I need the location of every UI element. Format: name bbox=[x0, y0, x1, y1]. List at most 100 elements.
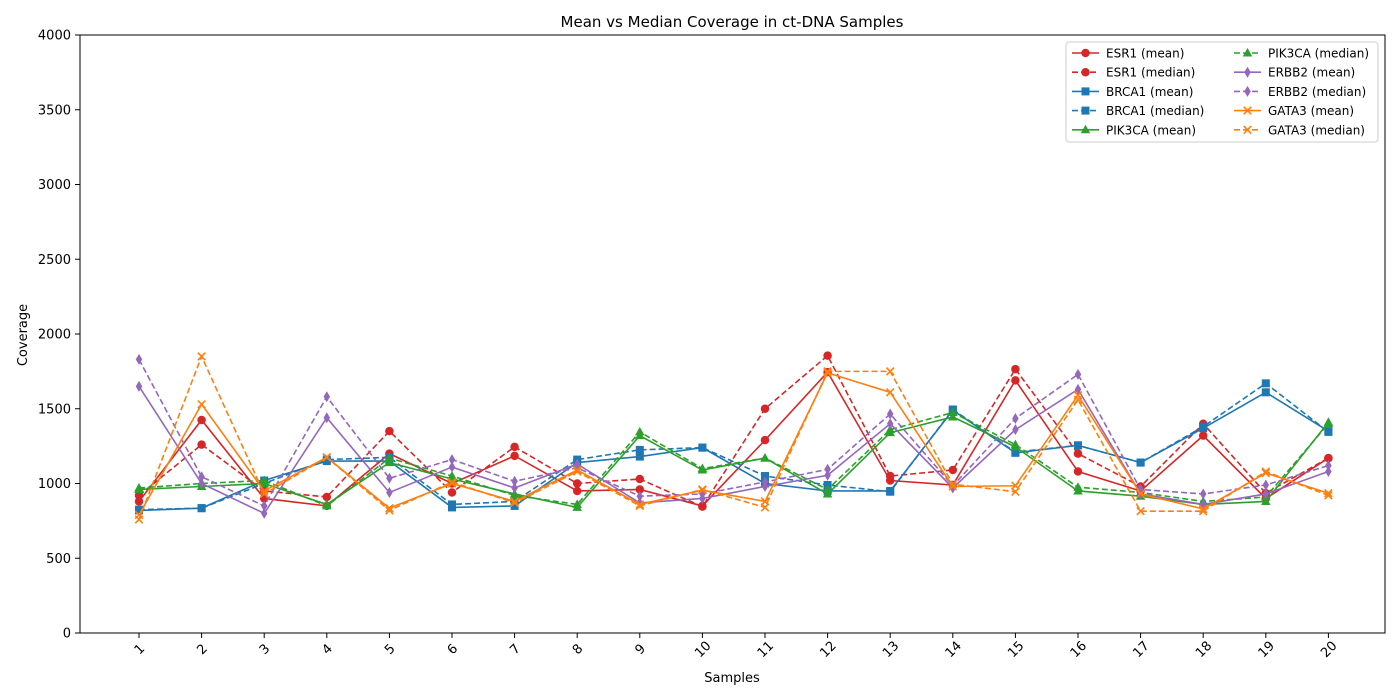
y-tick-label: 4000 bbox=[38, 29, 71, 44]
data-point bbox=[260, 507, 268, 519]
series-line bbox=[138, 371, 1329, 516]
data-point bbox=[1324, 491, 1333, 500]
data-point bbox=[323, 391, 331, 403]
data-point bbox=[1325, 460, 1332, 472]
legend-marker bbox=[1243, 125, 1252, 135]
y-tick-label: 1000 bbox=[38, 477, 71, 492]
legend-marker bbox=[1243, 106, 1252, 115]
data-point bbox=[259, 475, 269, 485]
data-point bbox=[635, 445, 644, 454]
data-point bbox=[323, 412, 331, 424]
legend-label: PIK3CA (mean) bbox=[1106, 123, 1196, 137]
data-point bbox=[1198, 431, 1208, 440]
legend-entry: BRCA1 (median) bbox=[1072, 104, 1204, 118]
data-point bbox=[385, 503, 394, 513]
series-layer bbox=[134, 351, 1334, 524]
data-point bbox=[948, 407, 958, 416]
data-point bbox=[635, 485, 645, 494]
data-point bbox=[322, 453, 332, 462]
data-point bbox=[636, 490, 644, 502]
data-point bbox=[1011, 364, 1020, 374]
data-point bbox=[824, 463, 831, 475]
legend-entry: ESR1 (mean) bbox=[1072, 47, 1184, 61]
data-point bbox=[1012, 412, 1019, 424]
y-axis-ticks: 0 500 1000 1500 2000 2500 3000 3500 4000 bbox=[38, 29, 80, 642]
data-point bbox=[948, 465, 958, 475]
data-point bbox=[1073, 395, 1083, 405]
data-point bbox=[886, 487, 895, 496]
data-point bbox=[948, 411, 958, 421]
data-point bbox=[384, 453, 395, 462]
data-point bbox=[698, 443, 707, 452]
y-tick-label: 2000 bbox=[38, 328, 71, 343]
data-point bbox=[322, 455, 331, 464]
data-point bbox=[1199, 488, 1207, 500]
legend-entry: PIK3CA (mean) bbox=[1072, 123, 1196, 137]
data-point bbox=[760, 435, 770, 445]
legend-label: ERBB2 (median) bbox=[1268, 85, 1366, 99]
legend-marker bbox=[1244, 85, 1251, 97]
data-point bbox=[635, 452, 644, 461]
data-point bbox=[635, 500, 645, 509]
data-point bbox=[511, 475, 518, 487]
legend-entry: ERBB2 (median) bbox=[1234, 85, 1366, 99]
y-axis-label: Coverage bbox=[16, 304, 31, 366]
data-point bbox=[760, 453, 770, 462]
data-point bbox=[134, 515, 144, 524]
data-point bbox=[1261, 468, 1271, 478]
data-point bbox=[572, 499, 582, 508]
data-point bbox=[1324, 453, 1333, 463]
data-point bbox=[511, 482, 518, 494]
data-point bbox=[510, 451, 519, 461]
data-point bbox=[885, 387, 895, 397]
data-point bbox=[1198, 506, 1208, 516]
data-point bbox=[1262, 488, 1270, 500]
legend-entry: GATA3 (median) bbox=[1234, 123, 1365, 137]
data-point bbox=[1323, 418, 1334, 428]
data-point bbox=[135, 505, 143, 514]
data-point bbox=[510, 498, 519, 508]
data-point bbox=[948, 479, 958, 489]
data-point bbox=[1010, 439, 1021, 449]
legend-entry: ESR1 (median) bbox=[1072, 66, 1195, 80]
data-point bbox=[384, 457, 395, 467]
series-line bbox=[138, 359, 1329, 507]
data-point bbox=[386, 486, 393, 498]
data-point bbox=[322, 492, 332, 502]
data-point bbox=[1262, 479, 1270, 491]
legend-entry: BRCA1 (mean) bbox=[1072, 85, 1193, 99]
data-point bbox=[134, 497, 144, 506]
data-point bbox=[448, 500, 456, 509]
data-point bbox=[885, 471, 895, 481]
series-line bbox=[138, 354, 1329, 508]
data-point bbox=[1261, 379, 1270, 388]
data-point bbox=[135, 353, 143, 365]
legend-marker bbox=[1081, 87, 1090, 96]
y-tick-label: 2500 bbox=[38, 253, 71, 268]
data-point bbox=[448, 454, 456, 466]
legend-marker bbox=[1081, 67, 1090, 77]
data-point bbox=[1012, 424, 1019, 436]
data-point bbox=[1325, 466, 1332, 478]
legend-label: GATA3 (median) bbox=[1268, 123, 1365, 137]
legend: ESR1 (mean) ESR1 (median) BRCA1 (mean) BRCA… bbox=[1065, 41, 1379, 143]
series-gata3-mean bbox=[134, 368, 1333, 520]
data-point bbox=[134, 482, 144, 492]
data-point bbox=[572, 479, 582, 488]
data-point bbox=[822, 488, 833, 498]
data-point bbox=[447, 479, 457, 488]
y-tick-label: 3500 bbox=[38, 103, 71, 118]
legend-marker bbox=[1081, 106, 1090, 115]
data-point bbox=[386, 472, 393, 484]
data-point bbox=[1261, 388, 1270, 397]
x-axis-label: Samples bbox=[704, 671, 760, 686]
data-point bbox=[385, 506, 394, 515]
legend-label: ESR1 (median) bbox=[1106, 66, 1195, 80]
data-point bbox=[824, 469, 831, 481]
legend-marker bbox=[1244, 66, 1251, 78]
data-point bbox=[510, 497, 519, 506]
data-point bbox=[197, 415, 206, 425]
data-point bbox=[448, 461, 456, 473]
data-point bbox=[886, 418, 894, 430]
data-point bbox=[385, 426, 394, 436]
